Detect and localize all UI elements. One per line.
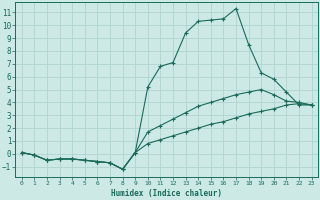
X-axis label: Humidex (Indice chaleur): Humidex (Indice chaleur) (111, 189, 222, 198)
